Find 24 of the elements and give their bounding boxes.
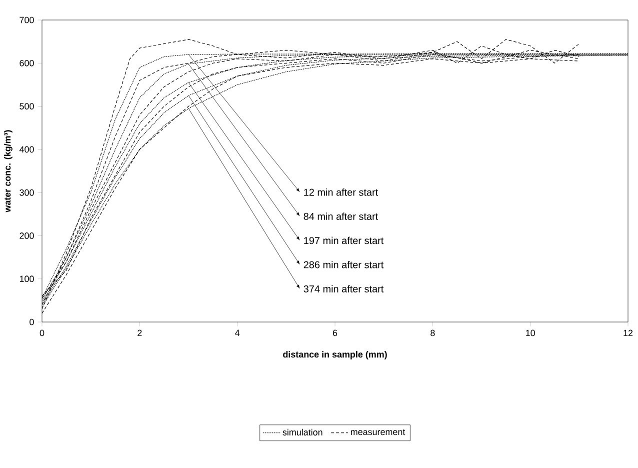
y-tick-label: 100 (20, 276, 34, 282)
y-tick-label: 700 (20, 16, 34, 24)
x-tick-label: 2 (138, 330, 142, 336)
x-axis-title: distance in sample (mm) (283, 350, 387, 360)
annotation: 12 min after start (304, 188, 378, 196)
y-tick-label: 400 (19, 146, 34, 153)
x-tick-label: 4 (235, 330, 240, 336)
x-tick-label: 0 (40, 330, 44, 336)
legend-label: simulation (282, 428, 322, 436)
annotation: 84 min after start (304, 212, 378, 220)
y-tick-label: 600 (20, 60, 34, 66)
y-tick-label: 300 (20, 189, 34, 196)
y-axis-title: water conc. (kg/m³) (4, 130, 12, 212)
x-tick-label: 6 (332, 330, 338, 336)
annotation: 374 min after start (304, 285, 384, 292)
y-tick-label: 0 (30, 318, 34, 326)
x-tick-label: 8 (430, 330, 435, 336)
y-tick-label: 200 (20, 232, 34, 239)
annotation: 286 min after start (304, 260, 384, 268)
x-tick-label: 12 (624, 330, 633, 336)
y-tick-label: 500 (20, 103, 34, 110)
annotation: 197 min after start (304, 236, 384, 244)
legend-label: measurement (350, 429, 406, 436)
x-tick-label: 10 (526, 330, 535, 336)
